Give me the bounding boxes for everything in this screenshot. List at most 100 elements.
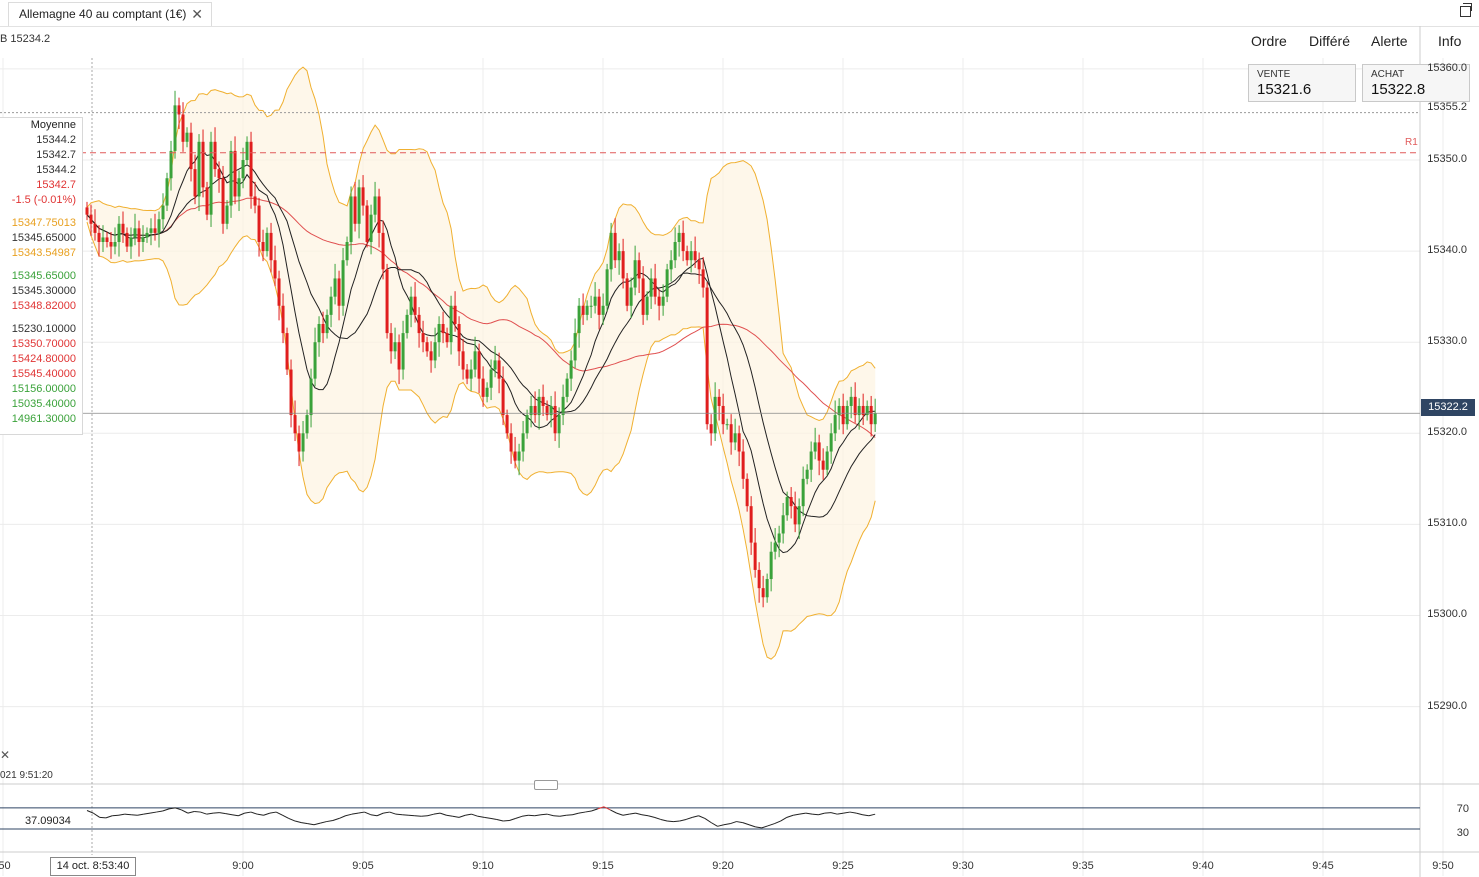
candle-body: [217, 169, 221, 179]
candle-body: [845, 405, 849, 425]
x-tick-label: 9:25: [832, 860, 854, 872]
candle-body: [233, 150, 237, 197]
candle-body: [717, 396, 721, 406]
rsi-line-segment: [673, 820, 680, 823]
candle-body: [721, 405, 725, 425]
rsi-line-segment: [648, 815, 655, 818]
candle-body: [441, 323, 445, 334]
candle-body: [709, 424, 713, 434]
legend-value: 15424.80000: [11, 353, 76, 365]
candle-body: [321, 323, 325, 334]
candle-body: [809, 451, 813, 470]
candle-body: [405, 314, 409, 334]
candle-body: [501, 378, 505, 416]
candle-body: [685, 251, 689, 261]
tab-chart[interactable]: Allemagne 40 au comptant (1€) ✕: [8, 2, 212, 26]
rsi-line-segment: [257, 813, 264, 816]
candle-body: [113, 242, 117, 247]
candle-body: [273, 260, 277, 279]
bollinger-upper-line: [86, 66, 876, 422]
r1-label: R1: [1405, 137, 1418, 148]
x-tick-label: 9:50: [1432, 860, 1454, 872]
candle-body: [325, 314, 329, 334]
candle-body: [657, 296, 661, 306]
rsi-line-segment: [301, 822, 308, 825]
candle-body: [469, 369, 473, 379]
candle-body: [225, 205, 229, 224]
candle-body: [781, 515, 785, 534]
candle-body: [789, 497, 793, 507]
restore-window-icon[interactable]: [1460, 3, 1472, 17]
sell-quote-box[interactable]: VENTE 15321.6: [1248, 64, 1356, 102]
candle-body: [337, 278, 341, 306]
candle-body: [505, 415, 509, 434]
candle-body: [561, 396, 565, 416]
rsi-line-segment: [137, 813, 144, 816]
candle-body: [817, 442, 821, 461]
rsi-line-segment: [156, 810, 163, 813]
candle-body: [537, 396, 541, 416]
rsi-line-segment: [610, 809, 617, 814]
candle-body: [853, 396, 857, 416]
rsi-line-segment: [509, 817, 516, 821]
rsi-line-segment: [446, 814, 453, 817]
rsi-line-segment: [496, 818, 504, 822]
candle-body: [569, 360, 573, 379]
x-tick-label: 9:20: [712, 860, 734, 872]
candle-body: [229, 150, 233, 206]
candle-body: [713, 396, 717, 434]
rsi-line-segment: [641, 814, 649, 817]
candle-body: [585, 305, 589, 315]
candle-body: [413, 296, 417, 315]
candle-body: [557, 415, 561, 434]
candle-body: [597, 296, 601, 315]
legend-value: 15342.7: [36, 179, 76, 191]
crosshair-datetime: 021 9:51:20: [0, 770, 53, 781]
y-tick-label: 15340.0: [1427, 244, 1467, 257]
rsi-line-segment: [370, 814, 378, 817]
x-tick-label: 9:15: [592, 860, 614, 872]
rsi-line-segment: [780, 816, 788, 822]
y-tick-label: 15290.0: [1427, 699, 1467, 712]
legend-value: 15344.2: [36, 164, 76, 176]
candle-body: [241, 160, 245, 179]
candle-body: [393, 342, 397, 352]
candle-body: [837, 405, 841, 416]
rsi-line-segment: [477, 815, 485, 818]
candle-body: [481, 378, 485, 397]
alert-button[interactable]: Alerte: [1371, 33, 1408, 49]
legend-value: 15344.2: [36, 134, 76, 146]
candle-body: [369, 214, 373, 243]
close-icon[interactable]: ✕: [191, 6, 203, 22]
rsi-line-segment: [225, 813, 233, 816]
rsi-line-segment: [521, 814, 529, 817]
buy-label: ACHAT: [1371, 69, 1405, 80]
rsi-line-segment: [345, 813, 352, 817]
close-indicator-icon[interactable]: ✕: [0, 748, 11, 762]
rsi-line-segment: [421, 815, 428, 817]
moving-average-slow: [86, 164, 876, 518]
rsi-line-segment: [635, 812, 642, 816]
rsi-line-segment: [131, 814, 138, 816]
pane-resize-handle[interactable]: [534, 780, 558, 790]
deferred-button[interactable]: Différé: [1309, 33, 1350, 49]
candle-body: [277, 278, 281, 306]
y-tick-label: 15310.0: [1427, 517, 1467, 530]
candle-body: [681, 232, 685, 252]
rsi-line-segment: [358, 811, 365, 814]
candle-body: [701, 269, 705, 288]
rsi-line-segment: [566, 814, 573, 816]
candle-body: [333, 278, 337, 297]
candle-body: [357, 187, 361, 224]
sell-label: VENTE: [1257, 69, 1291, 80]
info-button[interactable]: Info: [1438, 33, 1462, 49]
y-tick-label: 15300.0: [1427, 608, 1467, 621]
rsi-line-segment: [471, 813, 479, 817]
rsi-line-segment: [490, 817, 497, 820]
rsi-line-segment: [704, 817, 712, 824]
buy-quote-box[interactable]: ACHAT 15322.8: [1362, 64, 1470, 102]
candle-body: [109, 242, 113, 247]
order-button[interactable]: Ordre: [1251, 33, 1287, 49]
rsi-line-segment: [408, 814, 415, 817]
